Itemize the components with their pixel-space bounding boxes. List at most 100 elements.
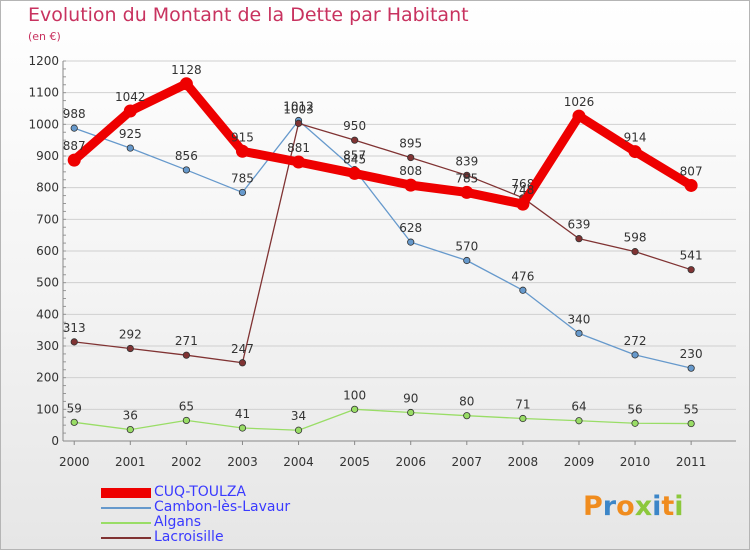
- data-label: 100: [343, 388, 366, 402]
- data-point: [463, 171, 471, 179]
- data-point: [684, 178, 698, 192]
- legend-swatch: [101, 537, 151, 539]
- x-tick-label: 2000: [59, 455, 90, 469]
- data-label: 41: [235, 407, 250, 421]
- data-label: 915: [231, 130, 254, 144]
- data-label: 1042: [115, 90, 146, 104]
- x-tick-label: 2005: [339, 455, 370, 469]
- logo-letter: t: [661, 491, 675, 522]
- data-label: 839: [455, 154, 478, 168]
- data-label: 950: [343, 119, 366, 133]
- data-point: [126, 425, 134, 434]
- data-label: 895: [399, 137, 422, 151]
- legend-label: Lacroisille: [154, 529, 224, 545]
- y-tick-label: 200: [36, 371, 59, 385]
- data-label: 541: [680, 249, 703, 263]
- legend-swatch: [101, 488, 151, 498]
- data-point: [687, 419, 695, 428]
- data-label: 845: [343, 152, 366, 166]
- legend-item: Lacroisille: [101, 529, 341, 546]
- data-label: 807: [680, 164, 703, 178]
- data-label: 639: [568, 218, 591, 232]
- data-point: [407, 408, 415, 417]
- data-label: 748: [511, 183, 534, 197]
- data-label: 65: [179, 399, 194, 413]
- data-point: [126, 344, 134, 353]
- data-label: 1012: [283, 100, 314, 114]
- data-point: [348, 166, 362, 180]
- legend-swatch: [101, 522, 151, 524]
- data-label: 59: [67, 401, 82, 415]
- data-label: 247: [231, 342, 254, 356]
- data-point: [182, 351, 190, 359]
- data-label: 881: [287, 141, 310, 155]
- x-tick-label: 2007: [452, 455, 483, 469]
- chart-title: Evolution du Montant de la Dette par Hab…: [28, 4, 469, 26]
- data-label: 34: [291, 409, 306, 423]
- data-point: [463, 412, 471, 420]
- data-label: 36: [123, 409, 138, 423]
- data-point: [572, 109, 586, 123]
- data-label: 1026: [564, 95, 595, 109]
- logo-letter: x: [634, 491, 653, 522]
- x-tick-label: 2008: [508, 455, 539, 469]
- data-label: 1128: [171, 63, 202, 77]
- logo-letter: r: [602, 491, 617, 522]
- data-point: [463, 256, 471, 265]
- data-point: [631, 351, 639, 359]
- data-point: [292, 155, 306, 169]
- y-tick-label: 400: [36, 307, 59, 321]
- data-point: [238, 359, 247, 367]
- chart-subtitle: (en €): [28, 30, 61, 43]
- data-label: 1003: [283, 102, 314, 116]
- data-label: 988: [63, 107, 86, 121]
- data-point: [182, 416, 190, 425]
- data-label: 570: [455, 240, 478, 254]
- x-tick-label: 2002: [171, 455, 202, 469]
- data-label: 292: [119, 328, 142, 342]
- data-label: 476: [511, 269, 534, 283]
- data-label: 925: [119, 127, 142, 141]
- logo-letter: i: [652, 491, 662, 522]
- logo-letter: i: [674, 491, 684, 522]
- legend-item: Algans: [101, 514, 341, 531]
- data-label: 887: [63, 139, 86, 153]
- y-tick-label: 100: [36, 402, 59, 416]
- legend-label: Cambon-lès-Lavaur: [154, 499, 291, 515]
- legend-swatch: [101, 507, 151, 509]
- data-point: [238, 188, 247, 197]
- data-label: 628: [399, 221, 422, 235]
- data-point: [575, 329, 583, 337]
- data-point: [351, 405, 359, 413]
- y-tick-label: 800: [36, 181, 59, 195]
- y-tick-label: 300: [36, 339, 59, 353]
- x-tick-label: 2010: [620, 455, 651, 469]
- data-point: [687, 364, 695, 372]
- series-line-2: [73, 408, 692, 431]
- y-tick-label: 1000: [28, 117, 59, 131]
- series-line-0: [69, 79, 696, 209]
- data-point: [294, 426, 303, 434]
- x-tick-label: 2011: [676, 455, 707, 469]
- data-point: [294, 119, 303, 127]
- data-label: 56: [627, 402, 642, 416]
- data-label: 785: [455, 171, 478, 185]
- data-point: [404, 178, 418, 192]
- data-label: 340: [568, 312, 591, 326]
- data-point: [238, 424, 247, 432]
- legend-label: CUQ-TOULZA: [154, 484, 246, 500]
- y-tick-label: 700: [36, 212, 59, 226]
- data-point: [460, 185, 474, 199]
- data-point: [519, 286, 527, 294]
- y-tick-label: 1100: [28, 86, 59, 100]
- x-tick-label: 2004: [283, 455, 314, 469]
- series-line-1: [73, 119, 692, 369]
- data-point: [575, 235, 583, 243]
- series-line-3: [73, 122, 692, 364]
- data-label: 856: [175, 149, 198, 163]
- data-point: [67, 153, 81, 167]
- x-tick-label: 2001: [115, 455, 146, 469]
- x-tick-label: 2009: [564, 455, 595, 469]
